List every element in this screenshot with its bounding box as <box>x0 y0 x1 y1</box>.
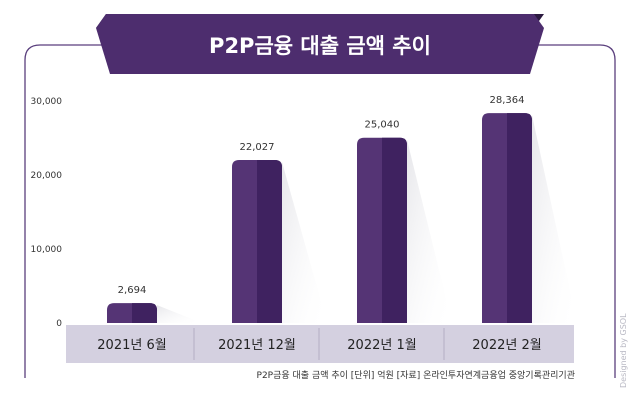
bar-shade <box>382 137 407 323</box>
bar-shade <box>507 113 532 323</box>
bars <box>107 113 532 323</box>
bar-shadow <box>407 139 452 323</box>
value-labels: 2,694 22,027 25,040 28,364 <box>118 95 525 296</box>
band-dividers <box>193 328 445 360</box>
title-banner <box>96 14 544 74</box>
x-tick-label: 2021년 6월 <box>97 338 166 353</box>
x-tick-label: 2022년 2월 <box>472 338 541 353</box>
y-tick-label: 30,000 <box>31 97 63 107</box>
value-label: 25,040 <box>365 120 400 131</box>
value-label: 22,027 <box>240 142 275 153</box>
bar-shade <box>257 160 282 323</box>
chart-title: P2P금융 대출 금액 추이 <box>209 34 431 58</box>
y-tick-label: 10,000 <box>31 245 63 255</box>
value-label: 2,694 <box>118 285 147 296</box>
x-tick-labels: 2021년 6월 2021년 12월 2022년 1월 2022년 2월 <box>97 338 541 353</box>
bar-shadow <box>532 115 577 323</box>
bar-shadow <box>157 305 202 323</box>
x-tick-label: 2022년 1월 <box>347 338 416 353</box>
bar-shadows <box>157 115 577 323</box>
bar-shade <box>132 303 157 323</box>
x-tick-label: 2021년 12월 <box>218 338 296 353</box>
x-axis-band <box>66 325 574 363</box>
value-label: 28,364 <box>490 95 525 106</box>
y-tick-label: 0 <box>56 319 62 329</box>
y-tick-label: 20,000 <box>31 171 63 181</box>
y-tick-labels: 0 10,000 20,000 30,000 <box>31 97 63 329</box>
bar-shadow <box>282 162 327 323</box>
designer-credit: Designed by GSOL <box>619 313 628 388</box>
footer-note: P2P금융 대출 금액 추이 [단위] 억원 [자료] 온라인투자연계금융업 중… <box>257 369 575 381</box>
